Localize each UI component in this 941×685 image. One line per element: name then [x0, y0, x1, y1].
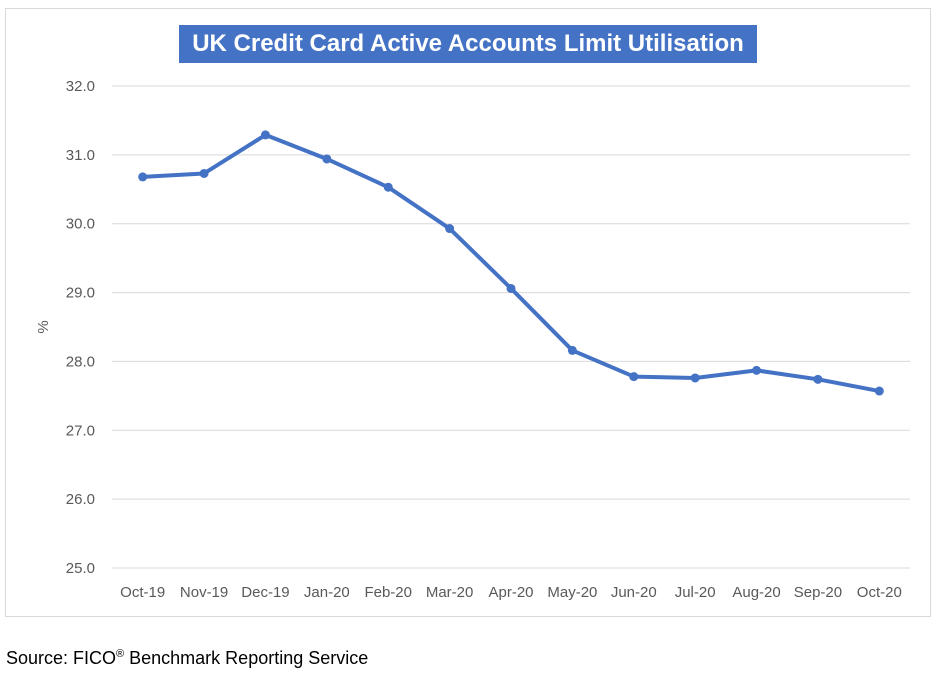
series-utilisation [138, 130, 884, 396]
y-tick-label: 31.0 [66, 147, 95, 164]
data-point [383, 182, 393, 192]
data-point [690, 373, 700, 383]
y-tick-label: 27.0 [66, 422, 95, 439]
chart-title: UK Credit Card Active Accounts Limit Uti… [179, 25, 757, 63]
registered-mark: ® [116, 648, 125, 660]
data-point [567, 345, 577, 355]
x-tick-label: May-20 [547, 584, 597, 601]
y-axis-label: % [35, 320, 52, 333]
y-tick-label: 32.0 [66, 78, 95, 95]
x-tick-label: Dec-19 [241, 584, 289, 601]
y-tick-label: 25.0 [66, 560, 95, 577]
data-point [752, 365, 762, 375]
x-tick-label: Feb-20 [364, 584, 412, 601]
x-tick-label: Oct-20 [857, 584, 902, 601]
x-tick-label: Jul-20 [675, 584, 716, 601]
y-tick-label: 29.0 [66, 285, 95, 302]
data-point [260, 130, 270, 140]
data-point [199, 168, 209, 178]
x-axis-tick-labels: Oct-19 Nov-19 Dec-19 Jan-20 Feb-20 Mar-20 Apr-… [120, 584, 902, 601]
source-prefix: Source: FICO [6, 648, 117, 668]
x-tick-label: Oct-19 [120, 584, 165, 601]
y-tick-label: 26.0 [66, 491, 95, 508]
series-line [140, 132, 882, 394]
x-tick-label: Jan-20 [304, 584, 350, 601]
chart-frame [5, 8, 931, 617]
data-point [506, 283, 516, 293]
y-tick-label: 30.0 [66, 216, 95, 233]
y-axis-tick-labels: 25.0 26.0 27.0 28.0 29.0 30.0 31.0 32.0 [66, 78, 95, 577]
x-tick-label: Apr-20 [488, 584, 533, 601]
source-suffix: Benchmark Reporting Service [124, 648, 369, 668]
data-point [629, 372, 639, 382]
data-point [322, 154, 332, 164]
x-tick-label: Sep-20 [794, 584, 842, 601]
x-tick-label: Aug-20 [732, 584, 780, 601]
data-point [813, 374, 823, 384]
x-tick-label: Mar-20 [426, 584, 474, 601]
x-tick-label: Jun-20 [611, 584, 657, 601]
data-point [874, 386, 884, 396]
x-tick-label: Nov-19 [180, 584, 228, 601]
data-point [138, 172, 148, 182]
data-point [445, 224, 455, 234]
y-tick-label: 28.0 [66, 353, 95, 370]
source-note: Source: FICO® Benchmark Reporting Servic… [6, 648, 368, 669]
